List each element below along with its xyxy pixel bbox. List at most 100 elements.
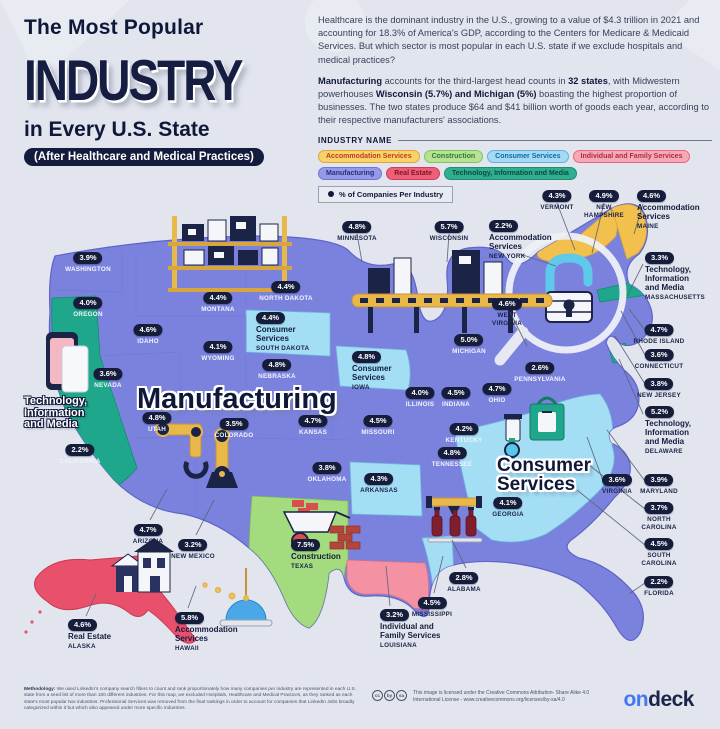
pct-badge: 2.6% (525, 362, 555, 374)
legend-title: INDUSTRY NAME (318, 135, 393, 145)
state-industry-label: Consumer Services (352, 364, 392, 382)
leader-lines (85, 202, 646, 617)
state-label-wv: 4.6% WEST VIRGINIA (492, 298, 522, 328)
state-name: GEORGIA (492, 511, 524, 518)
pct-badge: 4.0% (405, 387, 435, 399)
state-name: VERMONT (540, 204, 574, 211)
state-name: WYOMING (201, 355, 235, 362)
state-name: CALIFORNIA (59, 458, 101, 465)
state-label-md: 3.9% MARYLAND (640, 474, 678, 496)
state-name: SOUTH CAROLINA (641, 552, 677, 567)
legend-pill-individual-and-family-services: Individual and Family Services (572, 149, 691, 163)
pct-badge: 3.8% (644, 378, 674, 390)
pct-badge: 4.5% (363, 415, 393, 427)
state-label-nv: 3.6% NEVADA (93, 368, 123, 390)
pct-badge: 5.7% (434, 221, 464, 233)
state-name: OREGON (73, 311, 103, 318)
state-name: OHIO (488, 397, 506, 404)
pct-badge: 2.8% (449, 572, 479, 584)
manufacturing-region-label: Manufacturing (137, 383, 337, 415)
pct-badge: 4.7% (298, 415, 328, 427)
state-label-vt: 4.3% VERMONT (540, 190, 573, 212)
padlock-illustration (545, 253, 593, 323)
state-label-mo: 4.5% MISSOURI (361, 415, 394, 437)
cc-sa-icon: sa (396, 690, 407, 701)
state-name: LOUISIANA (380, 641, 417, 649)
pct-badge: 3.3% (645, 252, 675, 264)
pct-badge: 3.5% (219, 418, 249, 430)
pct-badge: 3.6% (644, 349, 674, 361)
state-label-ca: 2.2% CALIFORNIA (59, 444, 100, 466)
state-name: MASSACHUSETTS (645, 293, 705, 301)
state-label-nc: 3.7% NORTH CAROLINA (641, 502, 676, 532)
state-label-nm: 3.2% NEW MEXICO (171, 539, 215, 561)
smartphone-illustration (46, 332, 89, 393)
state-label-ny: 2.2% Accommodation Services NEW YORK (489, 220, 552, 261)
state-label-la: 3.2% Individual and Family Services LOUISIA… (380, 609, 440, 650)
pct-badge: 4.5% (644, 538, 674, 550)
state-label-nd: 4.4% NORTH DAKOTA (259, 281, 313, 303)
state-name: CONNECTICUT (634, 363, 684, 370)
state-label-ut: 4.8% UTAH (142, 412, 172, 434)
pct-badge: 4.6% (637, 190, 667, 202)
pct-badge: 4.1% (493, 497, 523, 509)
state-name: NEW JERSEY (637, 392, 681, 399)
pct-badge: 4.9% (589, 190, 619, 202)
state-industry-label: Technology, Information and Media (645, 265, 691, 292)
pct-badge: 4.4% (271, 281, 301, 293)
ondeck-logo-part2: deck (648, 688, 694, 711)
state-name: MAINE (637, 222, 659, 230)
state-label-sd: 4.4% Consumer Services SOUTH DAKOTA (256, 312, 309, 353)
pct-badge: 3.8% (312, 462, 342, 474)
state-label-wi: 5.7% WISCONSIN (430, 221, 469, 243)
title-word: INDUSTRY (24, 47, 243, 113)
pct-badge: 3.6% (93, 368, 123, 380)
bullet-icon (328, 191, 334, 197)
magnifier-highlight (494, 232, 627, 366)
state-name: WEST VIRGINIA (492, 312, 522, 327)
pct-badge: 3.6% (602, 474, 632, 486)
state-name: MINNESOTA (337, 235, 377, 242)
legend-pill-consumer-services: Consumer Services (487, 149, 569, 163)
pct-badge: 4.8% (352, 351, 382, 363)
pct-badge: 3.9% (644, 474, 674, 486)
pct-badge: 4.7% (644, 324, 674, 336)
state-name: IOWA (352, 383, 370, 391)
state-name: MISSOURI (361, 429, 395, 436)
pct-badge: 3.9% (73, 252, 103, 264)
industry-legend: Accommodation Services Construction Consum… (318, 149, 712, 180)
food-cloche-illustration (219, 568, 273, 627)
state-label-or: 4.0% OREGON (73, 297, 103, 319)
state-label-id: 4.6% IDAHO (133, 324, 163, 346)
houses-illustration (110, 538, 174, 593)
state-name: PENNSYLVANIA (514, 376, 566, 383)
state-name: NEVADA (94, 382, 122, 389)
warehouse-shelf-illustration (168, 216, 292, 292)
state-label-ks: 4.7% KANSAS (298, 415, 328, 437)
state-label-tx: 7.5% Construction TEXAS (291, 539, 341, 571)
state-name: KENTUCKY (445, 437, 483, 444)
state-label-ok: 3.8% OKLAHOMA (307, 462, 346, 484)
state-industry-label: Accommodation Services (637, 203, 700, 221)
pct-badge: 4.6% (68, 619, 98, 631)
state-name: NEW HAMPSHIRE (583, 204, 625, 219)
methodology-body: We used LinkedIn's company search filter… (24, 687, 356, 712)
state-label-ga: 4.1% GEORGIA (492, 497, 524, 519)
legend-note: % of Companies Per Industry (318, 185, 454, 203)
state-name: ILLINOIS (405, 401, 435, 408)
pct-badge: 4.1% (203, 341, 233, 353)
pct-badge: 5.2% (645, 406, 675, 418)
cc-license-icons: cc by sa (372, 690, 407, 701)
state-label-wa: 3.9% WASHINGTON (65, 252, 111, 274)
state-label-ct: 3.6% CONNECTICUT (635, 349, 684, 371)
pct-badge: 4.4% (256, 312, 286, 324)
cc-by-icon: by (384, 690, 395, 701)
state-name: DELAWARE (645, 447, 683, 455)
state-label-me: 4.6% Accommodation Services MAINE (637, 190, 700, 231)
state-label-co: 3.5% COLORADO (215, 418, 254, 440)
intro-paragraph-2: Manufacturing accounts for the third-lar… (318, 75, 710, 126)
state-label-sc: 4.5% SOUTH CAROLINA (641, 538, 676, 568)
pct-badge: 4.5% (417, 597, 447, 609)
state-industry-label: Accommodation Services (489, 233, 552, 251)
